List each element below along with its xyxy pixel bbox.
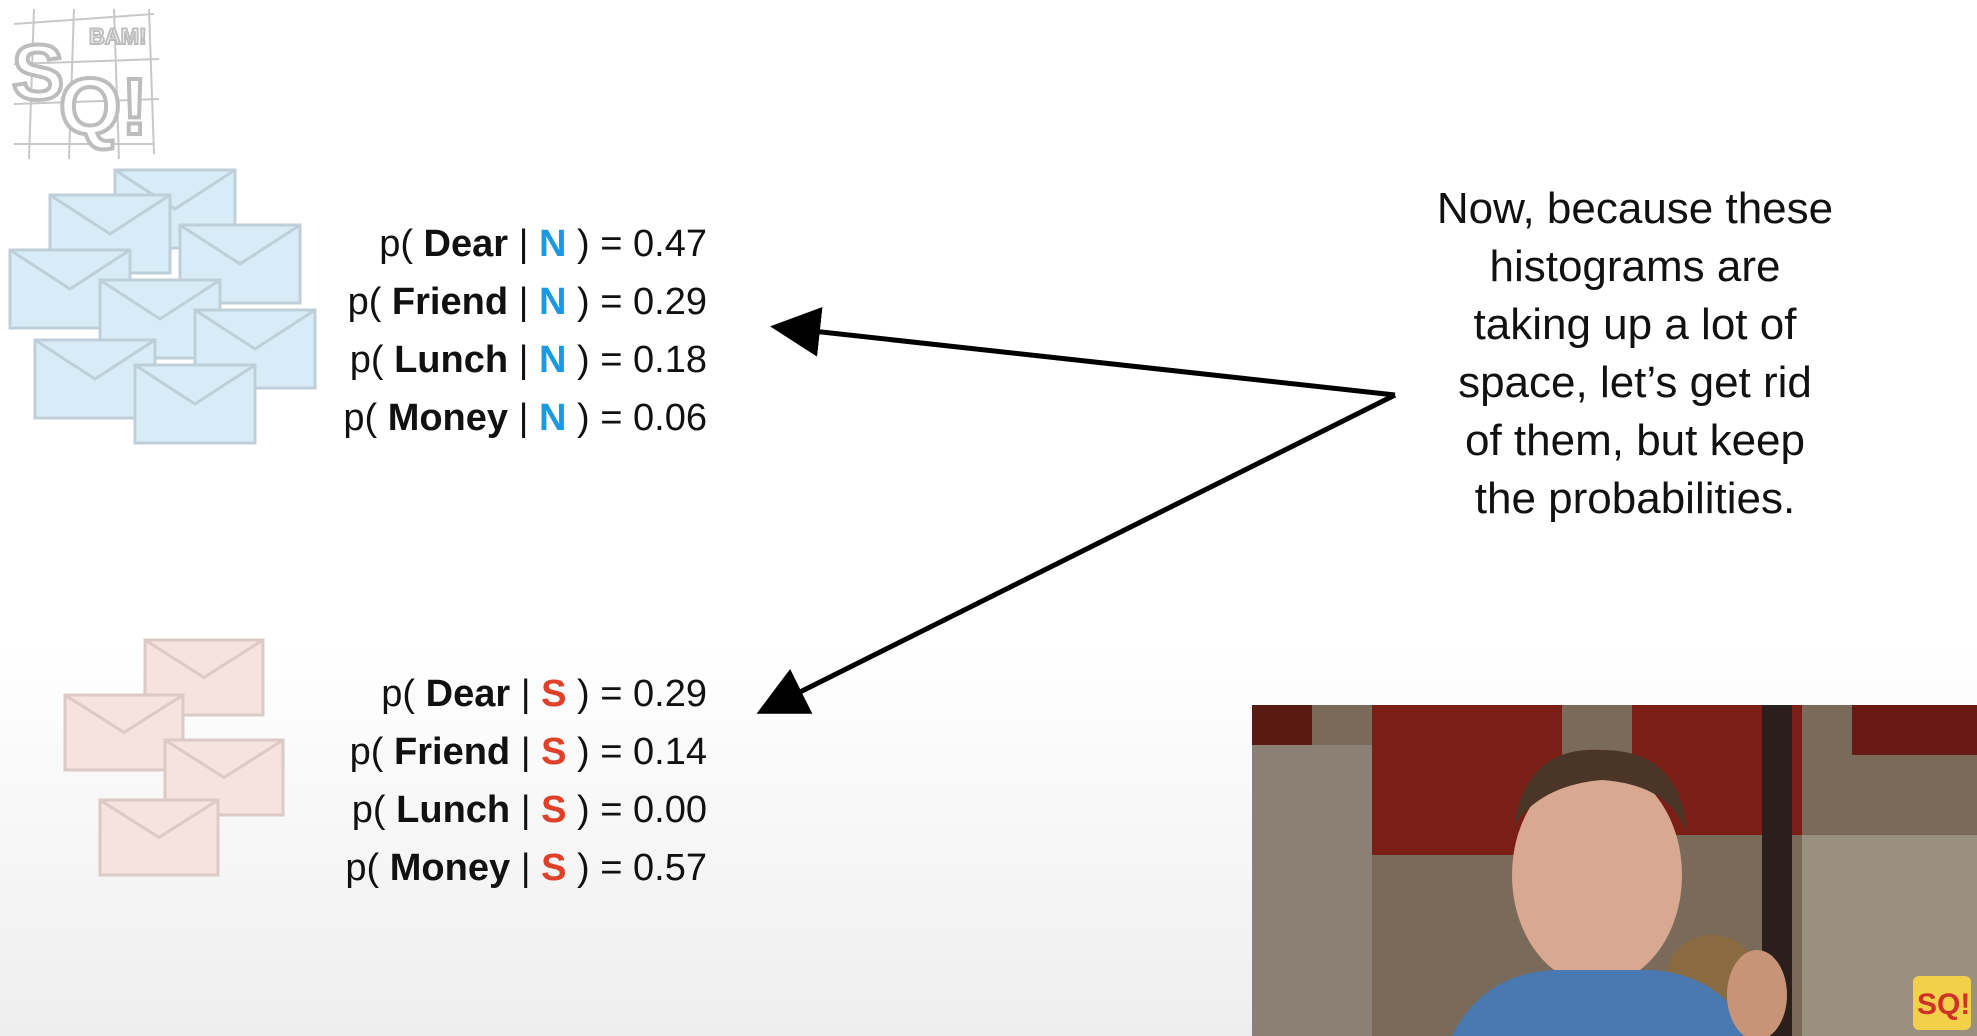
prob-row: p( Money | N ) = 0.06 bbox=[343, 397, 707, 439]
prob-row: p( Money | S ) = 0.57 bbox=[345, 847, 707, 889]
normal-email-envelopes-icon bbox=[8, 168, 317, 445]
statquest-logo-icon: S Q! BAM! bbox=[10, 8, 160, 160]
prob-row: p( Friend | N ) = 0.29 bbox=[347, 281, 707, 323]
normal-probabilities: p( Dear | N ) = 0.47 p( Friend | N ) = 0… bbox=[343, 215, 707, 447]
prob-row: p( Lunch | N ) = 0.18 bbox=[349, 339, 707, 381]
arrow-to-normal bbox=[770, 306, 1396, 398]
presenter-image bbox=[1252, 705, 1977, 1036]
prob-row: p( Dear | N ) = 0.47 bbox=[379, 223, 707, 265]
caption-line: the probabilities. bbox=[1474, 474, 1796, 523]
caption-line: of them, but keep bbox=[1465, 416, 1805, 465]
svg-text:BAM!: BAM! bbox=[89, 24, 146, 49]
caption-line: histograms are bbox=[1489, 242, 1781, 291]
statquest-badge-icon: SQ! bbox=[1913, 976, 1971, 1030]
prob-row: p( Dear | S ) = 0.29 bbox=[381, 673, 707, 715]
caption-line: Now, because these bbox=[1436, 184, 1834, 233]
svg-text:S: S bbox=[12, 28, 64, 116]
caption-text: Now, because these histograms are taking… bbox=[1380, 180, 1890, 528]
arrow-to-spam bbox=[756, 392, 1397, 714]
caption-line: space, let’s get rid bbox=[1458, 358, 1812, 407]
svg-text:SQ!: SQ! bbox=[1917, 988, 1970, 1021]
prob-row: p( Lunch | S ) = 0.00 bbox=[351, 789, 707, 831]
caption-line: taking up a lot of bbox=[1473, 300, 1797, 349]
spam-probabilities: p( Dear | S ) = 0.29 p( Friend | S ) = 0… bbox=[345, 665, 707, 897]
spam-email-envelopes-icon bbox=[63, 638, 285, 877]
svg-text:Q!: Q! bbox=[59, 62, 148, 151]
prob-row: p( Friend | S ) = 0.14 bbox=[349, 731, 707, 773]
presenter-video-feed: SQ! bbox=[1252, 705, 1977, 1036]
